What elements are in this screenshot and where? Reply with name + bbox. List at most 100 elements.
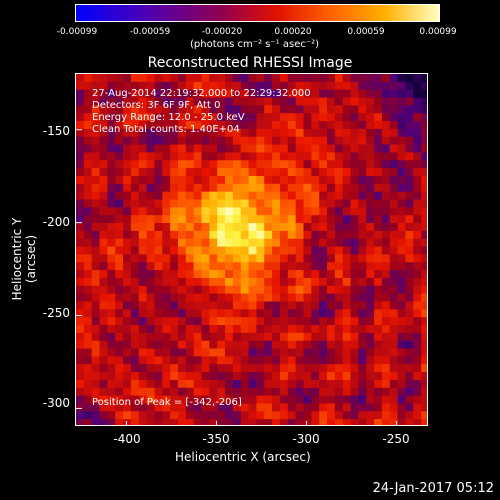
heatmap-cell	[99, 325, 108, 334]
heatmap-cell	[138, 364, 147, 373]
x-tick-label: -400	[113, 432, 141, 446]
heatmap-cell	[217, 121, 226, 130]
heatmap-cell	[146, 325, 155, 334]
heatmap-cell	[295, 121, 304, 130]
heatmap-cell	[146, 168, 155, 177]
colorbar	[75, 4, 440, 22]
heatmap-cell	[138, 136, 147, 145]
heatmap-cell	[115, 419, 124, 425]
heatmap-cell	[209, 348, 218, 357]
heatmap-cell	[319, 175, 328, 185]
heatmap-cell	[240, 105, 249, 114]
heatmap-cell	[99, 191, 108, 200]
heatmap-cell	[130, 105, 140, 114]
heatmap-cell	[374, 97, 383, 106]
heatmap-cell	[334, 105, 344, 114]
heatmap-cell	[193, 340, 202, 349]
heatmap-cell	[240, 128, 249, 138]
heatmap-cell	[319, 128, 328, 138]
heatmap-cell	[138, 419, 147, 425]
heatmap-cell	[232, 215, 242, 224]
heatmap-cell	[232, 183, 242, 193]
heatmap-cell	[232, 152, 242, 161]
heatmap-cell	[193, 128, 202, 138]
heatmap-cell	[83, 301, 93, 310]
heatmap-cell	[193, 301, 202, 310]
heatmap-cell	[381, 411, 391, 420]
heatmap-cell	[123, 223, 132, 232]
heatmap-cell	[170, 223, 179, 232]
heatmap-cell	[83, 152, 93, 161]
heatmap-cell	[421, 348, 427, 357]
heatmap-cell	[170, 356, 179, 365]
heatmap-cell	[193, 74, 202, 83]
heatmap-cell	[272, 81, 281, 91]
heatmap-cell	[389, 293, 399, 302]
heatmap-cell	[327, 105, 336, 114]
heatmap-cell	[342, 136, 351, 145]
heatmap-cell	[287, 199, 297, 208]
heatmap-cell	[389, 364, 399, 373]
heatmap-cell	[248, 215, 257, 224]
heatmap-cell	[272, 183, 281, 193]
heatmap-cell	[232, 207, 242, 216]
heatmap-cell	[342, 270, 351, 279]
heatmap-cell	[154, 317, 163, 326]
heatmap-cell	[201, 379, 210, 389]
heatmap-cell	[319, 293, 328, 302]
heatmap-cell	[240, 246, 249, 255]
heatmap-cell	[311, 301, 320, 310]
heatmap-cell	[240, 372, 249, 381]
heatmap-cell	[138, 199, 147, 208]
heatmap-cell	[366, 121, 375, 130]
heatmap-cell	[154, 325, 163, 334]
heatmap-cell	[366, 285, 375, 295]
heatmap-cell	[138, 387, 147, 397]
heatmap-cell	[115, 230, 124, 240]
heatmap-cell	[170, 309, 179, 318]
heatmap-cell	[405, 270, 414, 279]
heatmap-cell	[185, 419, 195, 425]
heatmap-cell	[107, 356, 116, 365]
heatmap-cell	[295, 403, 304, 412]
heatmap-cell	[248, 246, 257, 255]
heatmap-cell	[185, 348, 195, 357]
heatmap-cell	[76, 97, 85, 106]
colorbar-tick-0: -0.00099	[56, 27, 98, 37]
heatmap-cell	[162, 285, 171, 295]
heatmap-cell	[76, 121, 85, 130]
heatmap-cell	[405, 301, 414, 310]
heatmap-cell	[154, 191, 163, 200]
heatmap-cell	[350, 325, 359, 334]
heatmap-cell	[115, 215, 124, 224]
heatmap-cell	[413, 293, 422, 302]
heatmap-cell	[287, 254, 297, 263]
heatmap-cell	[366, 168, 375, 177]
heatmap-cell	[279, 175, 289, 185]
heatmap-cell	[225, 207, 234, 216]
heatmap-cell	[225, 348, 234, 357]
heatmap-cell	[185, 372, 195, 381]
heatmap-cell	[405, 238, 414, 247]
heatmap-cell	[279, 230, 289, 240]
heatmap-cell	[123, 128, 132, 138]
heatmap-cell	[232, 74, 242, 83]
heatmap-cell	[264, 387, 273, 397]
heatmap-cell	[170, 254, 179, 263]
heatmap-cell	[350, 160, 359, 169]
heatmap-cell	[185, 411, 195, 420]
heatmap-cell	[123, 215, 132, 224]
heatmap-cell	[240, 411, 249, 420]
heatmap-cell	[358, 191, 367, 200]
heatmap-cell	[374, 285, 383, 295]
heatmap-cell	[374, 340, 383, 349]
heatmap-cell	[99, 411, 108, 420]
heatmap-cell	[421, 379, 427, 389]
annotation-detectors: Detectors: 3F 6F 9F, Att 0	[92, 100, 221, 111]
heatmap-cell	[374, 152, 383, 161]
heatmap-cell	[76, 207, 85, 216]
heatmap-cell	[154, 309, 163, 318]
heatmap-cell	[209, 183, 218, 193]
heatmap-cell	[389, 332, 399, 342]
heatmap-cell	[327, 160, 336, 169]
